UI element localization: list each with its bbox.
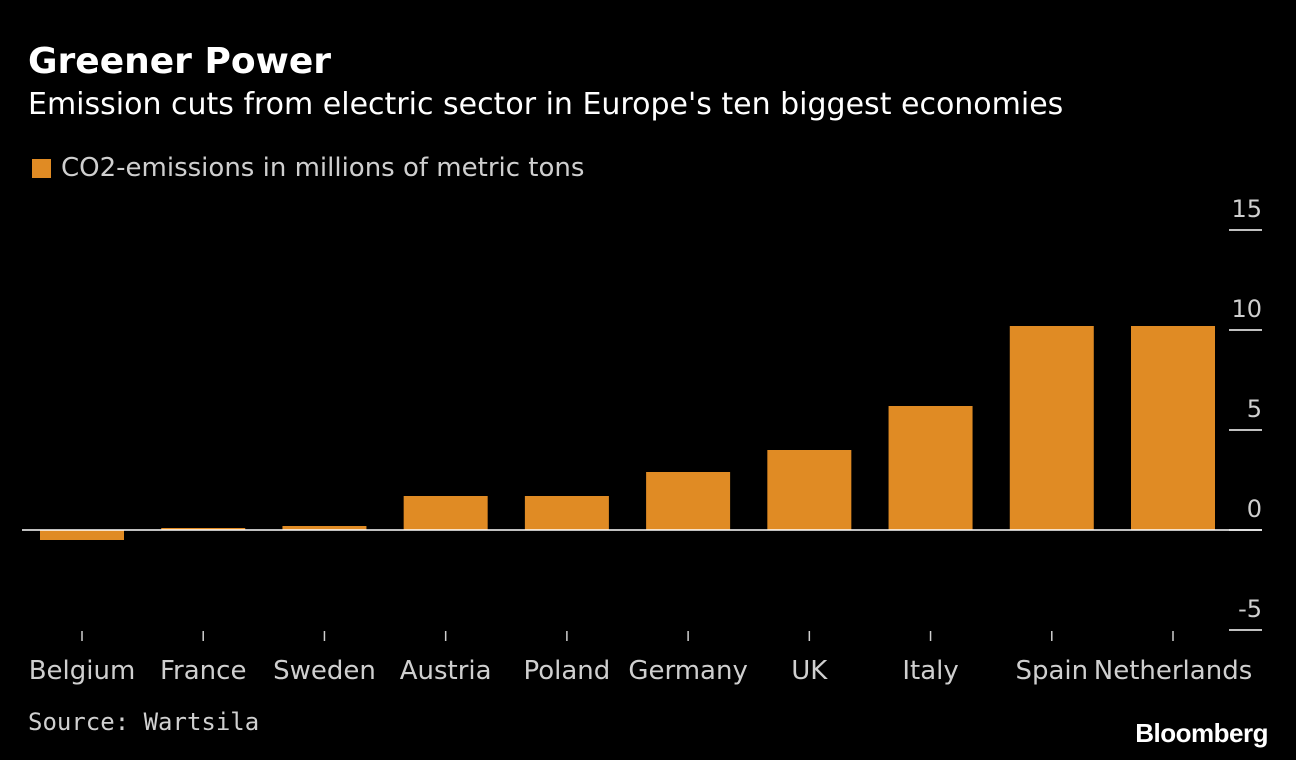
y-tick-label: 10: [1231, 295, 1262, 323]
y-tick-label: -5: [1238, 595, 1262, 623]
y-tick-label: 5: [1247, 395, 1262, 423]
bar-netherlands: [1131, 326, 1215, 530]
x-tick-label: UK: [791, 656, 828, 686]
bar-sweden: [282, 526, 367, 530]
bar-austria: [403, 496, 488, 530]
source-note: Source: Wartsila: [28, 708, 260, 736]
bar-germany: [646, 472, 731, 530]
x-tick-label: Belgium: [29, 656, 136, 686]
y-tick-label: 15: [1231, 195, 1262, 223]
legend: CO2-emissions in millions of metric tons: [32, 152, 584, 184]
bar-poland: [524, 496, 609, 530]
chart-subtitle: Emission cuts from electric sector in Eu…: [28, 87, 1064, 122]
x-tick-label: Italy: [902, 656, 958, 686]
x-tick-label: Poland: [523, 656, 610, 686]
x-tick-label: France: [160, 656, 246, 686]
bar-uk: [767, 450, 852, 530]
bar-belgium: [40, 530, 124, 540]
bar-france: [161, 528, 246, 530]
legend-swatch: [32, 158, 51, 178]
x-tick-label: Spain: [1015, 656, 1088, 686]
x-tick-label: Germany: [628, 656, 748, 686]
bar-italy: [888, 406, 973, 530]
bar-spain: [1009, 326, 1094, 530]
x-tick-label: Austria: [400, 656, 492, 686]
legend-label: CO2-emissions in millions of metric tons: [61, 153, 585, 183]
chart-title: Greener Power: [28, 41, 332, 82]
bloomberg-logo: Bloomberg: [1135, 718, 1268, 748]
x-tick-label: Sweden: [273, 656, 376, 686]
y-tick-label: 0: [1247, 495, 1262, 523]
x-tick-label: Netherlands: [1094, 656, 1253, 686]
